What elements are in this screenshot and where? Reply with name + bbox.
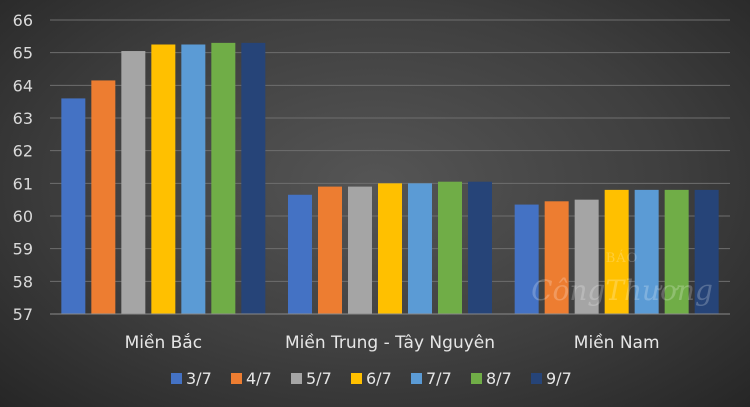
bar	[544, 201, 569, 314]
y-tick-label: 66	[13, 11, 33, 30]
bar	[288, 194, 312, 314]
category-label: Miền Bắc	[125, 332, 202, 353]
bar	[664, 189, 689, 314]
y-tick-label: 60	[13, 207, 33, 226]
watermark-line1: BÁO	[606, 250, 639, 266]
bar	[151, 44, 176, 314]
y-tick-label: 59	[13, 240, 33, 259]
legend-label: 3/7	[186, 369, 212, 388]
bar	[694, 189, 719, 314]
bar	[378, 183, 402, 314]
y-tick-label: 58	[13, 272, 33, 291]
bar	[241, 42, 266, 314]
bar	[211, 42, 236, 314]
y-tick-label: 61	[13, 174, 33, 193]
bar	[438, 181, 462, 314]
legend-label: 6/7	[366, 369, 392, 388]
legend-swatch	[411, 373, 422, 384]
bar	[91, 80, 116, 314]
y-tick-label: 57	[13, 305, 33, 324]
legend-label: 7/7	[426, 369, 452, 388]
category-label: Miền Trung - Tây Nguyên	[285, 332, 495, 353]
legend-swatch	[171, 373, 182, 384]
bars	[61, 42, 719, 315]
bar	[181, 44, 206, 314]
bar	[61, 98, 86, 315]
legend-swatch	[291, 373, 302, 384]
legend-swatch	[231, 373, 242, 384]
bar	[574, 199, 599, 314]
y-tick-label: 65	[13, 44, 33, 63]
legend-label: 5/7	[306, 369, 332, 388]
bar	[468, 181, 492, 314]
bar	[121, 51, 146, 315]
legend-label: 9/7	[546, 369, 572, 388]
legend-label: 8/7	[486, 369, 512, 388]
bar	[408, 183, 432, 314]
bar	[318, 186, 342, 314]
watermark: BÁO CôngThương	[531, 250, 713, 307]
y-tick-label: 63	[13, 109, 33, 128]
legend-swatch	[531, 373, 542, 384]
y-tick-label: 64	[13, 76, 33, 95]
bar	[634, 189, 659, 314]
watermark-line2: CôngThương	[531, 274, 713, 307]
y-tick-label: 62	[13, 142, 33, 161]
bar	[348, 186, 372, 314]
legend-swatch	[471, 373, 482, 384]
legend-swatch	[351, 373, 362, 384]
category-label: Miền Nam	[574, 332, 660, 353]
bar	[604, 189, 629, 314]
legend-label: 4/7	[246, 369, 272, 388]
legend: 3/7 4/7 5/7 6/7 7/7 8/7 9/7	[171, 369, 572, 388]
bar	[514, 204, 539, 314]
axes: 57 58 59 60 61 62 63 64 65 66 Miền Bắc Miền Trung -…	[13, 11, 730, 353]
